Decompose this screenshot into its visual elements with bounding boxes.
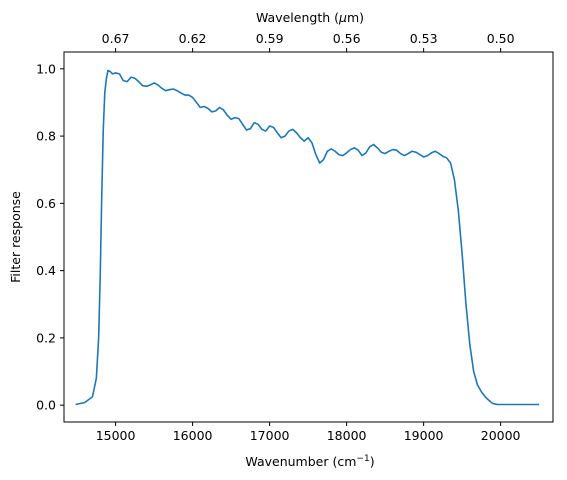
top-tick-label: 0.59 <box>256 31 284 46</box>
bottom-x-axis: 15000 16000 17000 18000 19000 20000 <box>96 422 521 443</box>
top-tick-label: 0.50 <box>487 31 515 46</box>
top-tick-label: 0.53 <box>410 31 438 46</box>
top-tick-label: 0.62 <box>179 31 207 46</box>
top-x-axis-label: Wavelength (μm) <box>256 10 364 25</box>
y-axis: 0.0 0.2 0.4 0.6 0.8 1.0 <box>36 61 64 413</box>
x-tick-label: 19000 <box>404 428 444 443</box>
y-tick-label: 0.8 <box>36 129 56 144</box>
x-axis-label: Wavenumber (cm−1) <box>245 454 374 469</box>
x-tick-label: 16000 <box>173 428 213 443</box>
y-tick-label: 0.0 <box>36 398 56 413</box>
y-axis-label: Filter response <box>8 191 23 283</box>
y-tick-label: 0.4 <box>36 263 56 278</box>
x-tick-label: 17000 <box>250 428 290 443</box>
y-tick-label: 0.6 <box>36 196 56 211</box>
series-line-0 <box>75 69 540 406</box>
axes-frame <box>63 51 554 423</box>
top-tick-label: 0.56 <box>333 31 361 46</box>
top-x-axis: 0.67 0.62 0.59 0.56 0.53 0.50 <box>102 31 515 52</box>
x-tick-label: 18000 <box>327 428 367 443</box>
x-tick-label: 15000 <box>96 428 136 443</box>
y-tick-label: 0.2 <box>36 330 56 345</box>
plot-area <box>75 69 540 406</box>
y-tick-label: 1.0 <box>36 61 56 76</box>
top-tick-label: 0.67 <box>102 31 130 46</box>
x-tick-label: 20000 <box>481 428 521 443</box>
